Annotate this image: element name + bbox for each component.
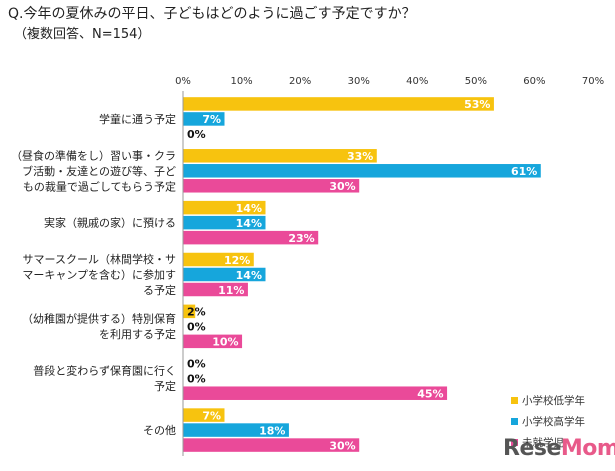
bar [183,112,225,126]
bar [183,97,494,111]
bar [183,179,360,193]
category-label: サマースクール（林間学校・サ [23,252,176,266]
category-label: もの裁量で過ごしてもらう予定 [23,179,176,193]
bar [183,386,448,400]
x-tick-label: 50% [465,76,487,87]
x-tick-label: 30% [348,76,370,87]
bar-value-label: 12% [224,254,250,267]
category-label: ブ活動・友達との遊び等、子ど [22,164,176,178]
bar-value-label: 2% [187,306,206,319]
bar-value-label: 33% [347,150,373,163]
bar [183,282,248,297]
chart-subtitle: （複数回答、N=154） [14,27,151,42]
bar-value-label: 14% [236,202,262,215]
category-label: 普段と変わらず保育園に行く [33,363,176,377]
bar-value-label: 7% [202,409,221,422]
bar-value-label: 61% [511,165,537,178]
legend-swatch [511,439,518,446]
bar [183,215,266,230]
bar-value-label: 11% [218,284,244,297]
bar-value-label: 10% [212,336,238,349]
category-label: る予定 [143,283,176,297]
logo-text-mom: Mom [560,436,615,461]
bar-value-label: 45% [417,387,443,400]
category-label: マーキャンプを含む）に参加す [22,268,176,282]
bar-value-label: 0% [187,128,206,141]
category-label: （幼稚園が提供する）特別保育 [22,312,176,326]
bar [183,304,196,319]
legend-swatch [511,418,518,425]
category-label: その他 [143,424,176,437]
bar-value-label: 14% [236,217,262,230]
legend-label: 小学校高学年 [522,415,585,428]
x-tick-label: 70% [582,76,604,87]
bar [183,230,319,245]
category-label: 予定 [154,379,176,393]
bar [183,200,266,215]
bar-value-label: 18% [259,424,285,437]
bar-value-label: 0% [187,357,206,370]
bar-value-label: 0% [187,372,206,385]
category-label: 実家（親戚の家）に預ける [44,216,176,230]
bar-value-label: 0% [187,321,206,334]
bar [183,164,541,178]
chart-title: Q.今年の夏休みの平日、子どもはどのように過ごす予定ですか？ [8,6,416,22]
bar-value-label: 23% [288,232,314,245]
category-label: （昼食の準備をし）習い事・クラ [11,148,176,162]
bar [183,334,243,349]
category-label: を利用する予定 [99,327,176,341]
x-tick-label: 20% [289,76,311,87]
resemom-logo: ReseMom [503,436,615,461]
bar-value-label: 30% [329,439,355,452]
bar-value-label: 53% [464,98,490,111]
logo-text-rese: Rese [503,436,561,461]
bar [183,408,225,422]
legend-label: 小学校低学年 [522,394,585,407]
bar [183,423,289,437]
x-tick-label: 60% [523,76,545,87]
x-tick-label: 0% [175,76,191,87]
bar-value-label: 14% [236,269,262,282]
bar [183,267,266,282]
bar-value-label: 7% [202,113,221,126]
bar [183,252,254,267]
x-tick-label: 10% [230,76,252,87]
category-label: 学童に通う予定 [99,112,176,126]
legend-label: 未就学児 [522,436,564,449]
bar [183,149,377,163]
legend-swatch [511,397,518,404]
bar-value-label: 30% [329,180,355,193]
x-tick-label: 40% [406,76,428,87]
bar [183,438,360,452]
